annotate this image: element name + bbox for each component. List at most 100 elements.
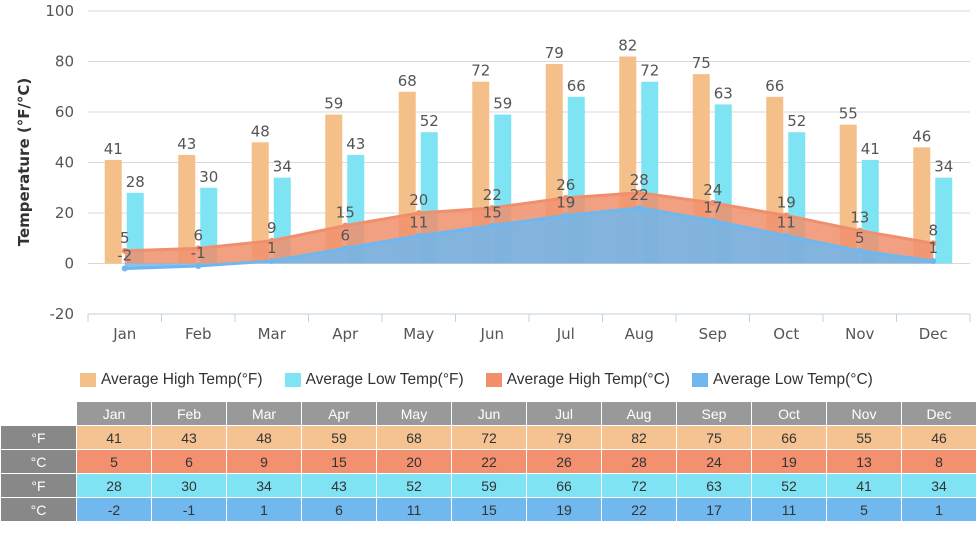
low-c-point: [709, 217, 716, 224]
table-month-header: May: [376, 401, 452, 426]
low-c-point: [636, 204, 643, 211]
data-label-high-c: 24: [703, 181, 722, 199]
high-c-point: [195, 245, 202, 252]
data-label-low-f: 34: [273, 158, 292, 176]
data-label-low-f: 59: [493, 95, 512, 113]
x-tick-label: Jul: [556, 325, 575, 343]
legend-item[interactable]: Average High Temp(°F): [80, 371, 263, 389]
table-cell: 1: [901, 497, 977, 522]
table-cell: 9: [226, 449, 302, 474]
high-c-point: [636, 189, 643, 196]
table-cell: 75: [676, 425, 752, 450]
table-month-header: Dec: [901, 401, 977, 426]
data-label-high-c: 9: [267, 219, 277, 237]
low-c-point: [268, 257, 275, 264]
high-c-line: [124, 191, 934, 253]
data-label-low-c: 15: [483, 204, 502, 222]
table-month-header: Jun: [451, 401, 527, 426]
table-row: °C -2 -1 1 6 11 15 19 22 17 11 5 1: [0, 497, 977, 522]
table-month-header: Sep: [676, 401, 752, 426]
data-label-high-f: 41: [104, 140, 123, 158]
y-tick-label: 0: [64, 255, 74, 273]
table-cell: 41: [826, 473, 902, 498]
y-tick-label: 100: [45, 2, 74, 20]
table-corner: [0, 401, 77, 426]
data-label-high-f: 66: [765, 77, 784, 95]
table-cell: 20: [376, 449, 452, 474]
low-c-area: [124, 207, 934, 269]
table-cell: 15: [451, 497, 527, 522]
high-c-point: [930, 240, 937, 247]
y-tick-label: -20: [50, 305, 75, 323]
data-label-low-f: 30: [199, 168, 218, 186]
table-cell: 52: [376, 473, 452, 498]
table-cell: 72: [451, 425, 527, 450]
chart-legend: Average High Temp(°F) Average Low Temp(°F…: [80, 368, 895, 392]
bar-low-f: [200, 187, 218, 264]
table-cell: 43: [151, 425, 227, 450]
table-cell: 34: [226, 473, 302, 498]
table-cell: 22: [451, 449, 527, 474]
low-c-point: [856, 247, 863, 254]
table-row: °F 28 30 34 43 52 59 66 72 63 52 41 34: [0, 473, 977, 498]
table-cell: 19: [751, 449, 827, 474]
bar-high-f: [913, 147, 931, 264]
table-month-header: Nov: [826, 401, 902, 426]
data-label-low-f: 34: [934, 158, 953, 176]
high-c-point: [268, 237, 275, 244]
legend-item[interactable]: Average Low Temp(°C): [691, 371, 873, 389]
bar-high-f: [178, 154, 196, 264]
table-cell: 28: [76, 473, 152, 498]
data-label-low-c: 11: [777, 214, 796, 232]
table-cell: 34: [901, 473, 977, 498]
bar-high-f: [104, 159, 122, 264]
data-label-low-f: 28: [126, 173, 145, 191]
data-label-high-c: 22: [483, 186, 502, 204]
table-cell: 11: [376, 497, 452, 522]
legend-swatch: [80, 373, 96, 387]
legend-label: Average Low Temp(°F): [305, 371, 464, 388]
table-month-header: Feb: [151, 401, 227, 426]
table-cell: 59: [301, 425, 377, 450]
table-cell: 79: [526, 425, 602, 450]
legend-item[interactable]: Average Low Temp(°F): [284, 371, 464, 389]
data-label-high-f: 55: [839, 105, 858, 123]
table-month-header: Mar: [226, 401, 302, 426]
table-cell: 48: [226, 425, 302, 450]
low-c-point: [783, 232, 790, 239]
legend-item[interactable]: Average High Temp(°C): [485, 371, 670, 389]
table-cell: 59: [451, 473, 527, 498]
table-month-header: Jan: [76, 401, 152, 426]
data-label-low-f: 52: [787, 112, 806, 130]
data-label-low-c: 11: [409, 214, 428, 232]
table-cell: 26: [526, 449, 602, 474]
data-label-high-c: 6: [193, 226, 203, 244]
data-label-low-c: 17: [703, 199, 722, 217]
table-cell: 43: [301, 473, 377, 498]
data-label-high-c: 13: [850, 209, 869, 227]
low-c-line: [124, 206, 934, 271]
table-month-header: Apr: [301, 401, 377, 426]
data-label-low-c: 6: [340, 226, 350, 244]
y-tick-label: 60: [55, 103, 74, 121]
data-label-high-f: 72: [471, 62, 490, 80]
data-label-low-f: 43: [346, 135, 365, 153]
high-c-point: [415, 210, 422, 216]
data-label-high-c: 28: [630, 171, 649, 189]
table-cell: 15: [301, 449, 377, 474]
x-tick-label: Oct: [773, 325, 799, 343]
x-tick-label: Aug: [625, 325, 654, 343]
data-label-high-c: 26: [556, 176, 575, 194]
table-cell: 1: [226, 497, 302, 522]
table-cell: 66: [751, 425, 827, 450]
x-tick-label: Sep: [699, 325, 727, 343]
legend-label: Average Low Temp(°C): [712, 371, 873, 388]
data-label-high-c: 8: [928, 221, 938, 239]
table-unit-cell: °F: [0, 425, 77, 450]
table-cell: 63: [676, 473, 752, 498]
data-label-low-f: 41: [861, 140, 880, 158]
temperature-chart: -20 0 20 40 60 80 100 Temperature (°F/°C) Jan Feb…: [15, 2, 971, 343]
low-c-point: [489, 222, 496, 229]
table-cell: 30: [151, 473, 227, 498]
table-unit-cell: °C: [0, 449, 77, 474]
